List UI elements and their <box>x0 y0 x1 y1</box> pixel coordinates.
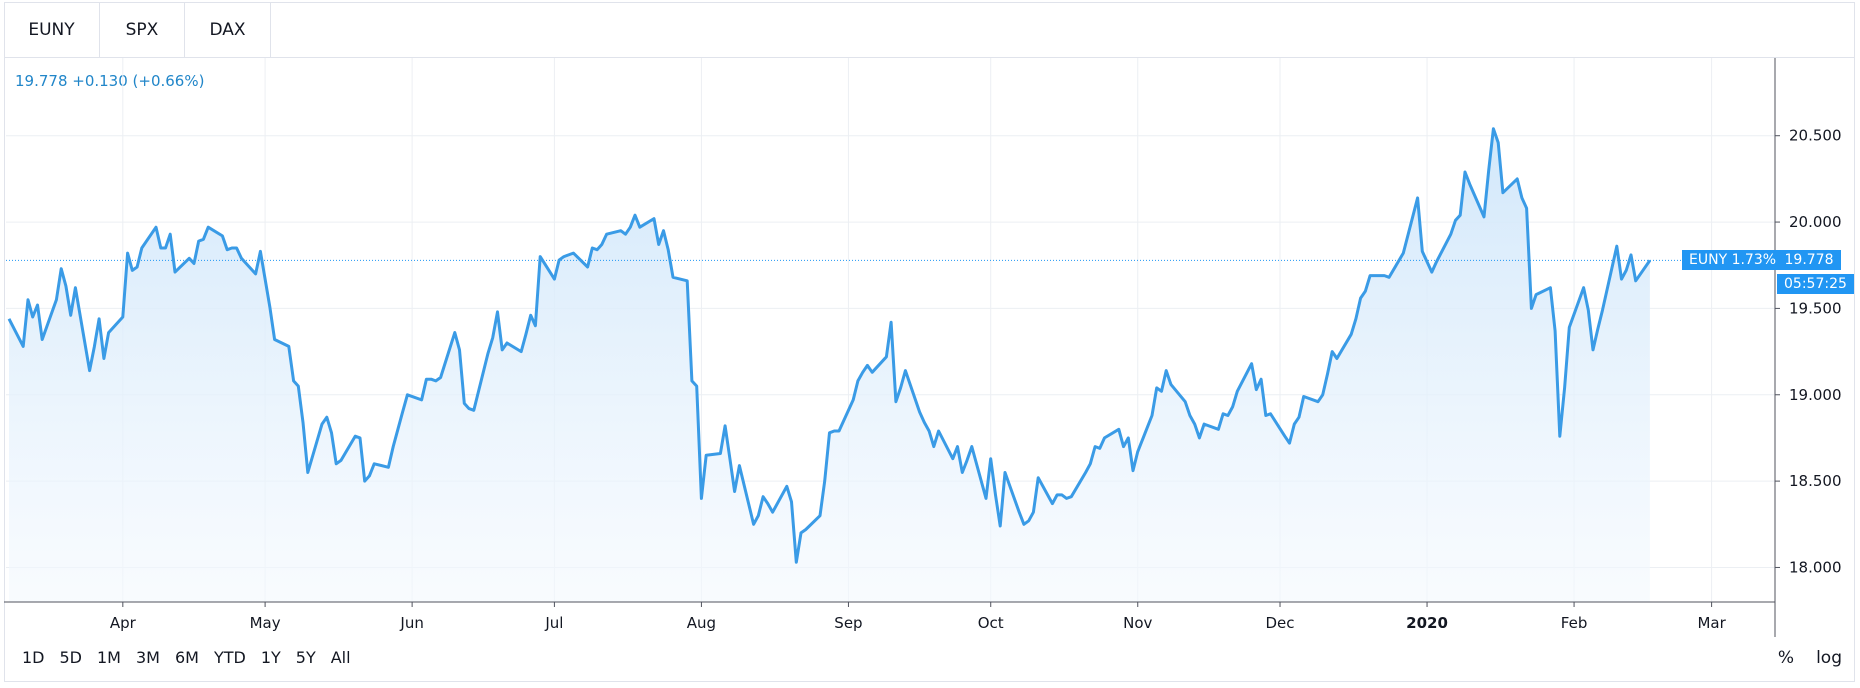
last-price-value: 19.778 <box>1784 252 1834 269</box>
x-tick-label: 2020 <box>1406 614 1448 632</box>
series-line <box>7 127 1652 564</box>
range-selector: 1D 5D 1M 3M 6M YTD 1Y 5Y All <box>22 648 366 667</box>
log-scale-button[interactable]: log <box>1816 648 1842 668</box>
tab-dax[interactable]: DAX <box>185 2 271 57</box>
countdown-value: 05:57:25 <box>1784 276 1847 293</box>
y-tick-label: 19.000 <box>1789 386 1842 404</box>
range-1d[interactable]: 1D <box>22 648 45 667</box>
x-tick-label: Oct <box>978 614 1004 632</box>
y-axis-labels: 18.000 18.500 19.000 19.500 20.000 20.500 <box>1775 127 1842 576</box>
scale-buttons: % log <box>1756 648 1842 668</box>
y-tick-label: 20.500 <box>1789 127 1842 145</box>
last-price-tag: EUNY 1.73% 19.778 <box>1682 250 1841 271</box>
range-5y[interactable]: 5Y <box>295 648 316 667</box>
x-tick-label: Aug <box>687 614 716 632</box>
y-tick-label: 19.500 <box>1789 299 1842 317</box>
range-6m[interactable]: 6M <box>174 648 199 667</box>
x-tick-label: Jun <box>399 614 423 632</box>
x-tick-label: Feb <box>1561 614 1588 632</box>
x-tick-label: Sep <box>834 614 862 632</box>
axes <box>4 58 1776 637</box>
price-quote: 19.778 +0.130 (+0.66%) <box>15 72 205 90</box>
area-path <box>9 128 1650 603</box>
area-fill <box>9 128 1650 603</box>
x-tick-label: Dec <box>1266 614 1295 632</box>
range-ytd[interactable]: YTD <box>213 648 246 667</box>
y-tick-label: 18.500 <box>1789 472 1842 490</box>
symbol-change-label: EUNY 1.73% <box>1689 252 1777 269</box>
x-tick-label: Apr <box>110 614 137 632</box>
tab-euny[interactable]: EUNY <box>4 2 100 57</box>
x-tick-label: Jul <box>544 614 563 632</box>
tab-spx[interactable]: SPX <box>100 2 185 57</box>
range-3m[interactable]: 3M <box>135 648 160 667</box>
percent-scale-button[interactable]: % <box>1777 648 1795 668</box>
countdown-tag: 05:57:25 <box>1777 274 1854 295</box>
symbol-tabs: EUNY SPX DAX <box>4 2 1855 58</box>
price-line <box>7 127 1652 564</box>
y-tick-label: 18.000 <box>1789 558 1842 576</box>
x-axis-labels: Apr May Jun Jul Aug Sep Oct Nov Dec 2020 Feb Mar <box>110 602 1727 632</box>
x-tick-label: Mar <box>1697 614 1726 632</box>
x-tick-label: May <box>250 614 281 632</box>
y-tick-label: 20.000 <box>1789 213 1842 231</box>
range-1m[interactable]: 1M <box>97 648 121 667</box>
range-1y[interactable]: 1Y <box>260 648 281 667</box>
x-tick-label: Nov <box>1123 614 1152 632</box>
range-all[interactable]: All <box>330 648 351 667</box>
range-5d[interactable]: 5D <box>59 648 83 667</box>
